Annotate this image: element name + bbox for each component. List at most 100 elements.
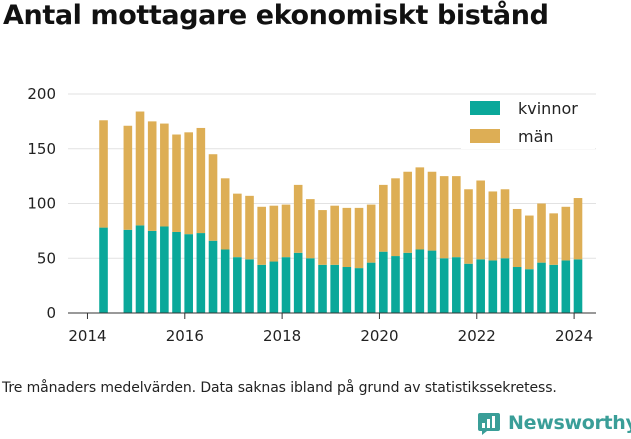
bar-man — [233, 193, 242, 258]
bar-kvinnor — [281, 257, 291, 313]
legend-label: män — [518, 127, 554, 146]
bar-kvinnor — [147, 230, 157, 313]
chart-title: Antal mottagare ekonomiskt bistånd — [3, 0, 549, 31]
bar-man — [525, 215, 534, 270]
footnote: Tre månaders medelvärden. Data saknas ib… — [2, 380, 557, 396]
bar-man — [354, 207, 364, 269]
x-tick-labels: 2014 2016 2018 2020 2022 2024 — [68, 313, 593, 345]
bar-kvinnor — [379, 251, 388, 313]
bar-kvinnor — [99, 227, 108, 313]
bar-man — [281, 204, 291, 258]
bar-kvinnor — [476, 259, 485, 313]
bar-kvinnor — [184, 234, 193, 313]
bar-kvinnor — [488, 260, 498, 313]
bar-man — [500, 189, 510, 259]
bar-man — [123, 125, 133, 230]
bar-man — [99, 120, 108, 228]
y-tick-label: 0 — [46, 304, 56, 322]
bar-kvinnor — [415, 249, 425, 313]
brand-logo: Newsworthy — [476, 408, 631, 438]
bar-kvinnor — [233, 257, 242, 313]
bar-man — [415, 167, 425, 250]
legend-swatch — [470, 101, 500, 115]
bar-man — [245, 195, 254, 260]
brand-name: Newsworthy — [508, 412, 631, 434]
bar-kvinnor — [525, 269, 534, 313]
bar-kvinnor — [500, 258, 510, 313]
bar-man — [439, 176, 449, 259]
legend: kvinnor män — [461, 96, 595, 149]
newsworthy-logo-icon — [478, 413, 500, 435]
bar-kvinnor — [342, 267, 352, 313]
bars — [99, 111, 583, 313]
bar-man — [476, 180, 485, 260]
bar-man — [135, 111, 145, 226]
bar-kvinnor — [245, 259, 254, 313]
bar-kvinnor — [366, 262, 376, 313]
bar-kvinnor — [123, 229, 133, 313]
bar-kvinnor — [172, 231, 181, 313]
bar-kvinnor — [439, 258, 449, 313]
y-tick-label: 50 — [37, 249, 56, 267]
bar-man — [160, 123, 169, 227]
y-tick-label: 150 — [27, 140, 56, 158]
bar-man — [403, 171, 412, 253]
bar-man — [330, 205, 339, 265]
bar-kvinnor — [573, 259, 583, 313]
bar-man — [342, 207, 352, 268]
bar-man — [172, 134, 181, 232]
bar-kvinnor — [160, 226, 169, 313]
bar-man — [147, 121, 157, 231]
bar-kvinnor — [427, 250, 437, 313]
bar-man — [220, 178, 230, 250]
bar-man — [196, 127, 206, 234]
bar-man — [379, 184, 388, 252]
bar-man — [464, 189, 473, 264]
bar-man — [427, 171, 437, 251]
bar-kvinnor — [318, 264, 327, 313]
bar-man — [452, 176, 461, 258]
bar-man — [512, 208, 522, 268]
bar-kvinnor — [403, 252, 412, 313]
bar-kvinnor — [269, 261, 279, 313]
bar-man — [318, 210, 327, 265]
y-tick-label: 200 — [27, 85, 56, 103]
bar-kvinnor — [391, 256, 400, 313]
bar-man — [391, 178, 400, 257]
bar-man — [269, 205, 279, 262]
x-tick-label: 2024 — [555, 327, 593, 345]
x-tick-label: 2014 — [68, 327, 106, 345]
x-tick-label: 2022 — [458, 327, 496, 345]
bar-kvinnor — [537, 262, 546, 313]
bar-kvinnor — [135, 225, 145, 313]
bar-man — [573, 198, 583, 260]
x-tick-label: 2020 — [360, 327, 398, 345]
bar-man — [293, 184, 303, 253]
bar-kvinnor — [561, 260, 571, 313]
bar-kvinnor — [257, 264, 266, 313]
bar-man — [184, 132, 193, 235]
bar-man — [549, 213, 558, 265]
bar-man — [208, 154, 218, 241]
bar-kvinnor — [196, 233, 206, 313]
bar-man — [366, 204, 376, 263]
bar-kvinnor — [306, 258, 315, 313]
x-tick-label: 2016 — [166, 327, 204, 345]
bar-kvinnor — [293, 252, 303, 313]
legend-swatch — [470, 129, 500, 143]
x-tick-label: 2018 — [263, 327, 301, 345]
bar-kvinnor — [452, 257, 461, 313]
y-tick-label: 100 — [27, 195, 56, 213]
bar-chart: 0 50 100 150 200 2014 2016 2018 2020 2022 2024 kv… — [27, 85, 596, 345]
legend-label: kvinnor — [518, 99, 578, 118]
bar-man — [561, 206, 571, 261]
y-tick-labels: 0 50 100 150 200 — [27, 85, 56, 322]
bar-kvinnor — [220, 249, 230, 313]
bar-kvinnor — [512, 267, 522, 313]
bar-man — [306, 199, 315, 259]
bar-man — [488, 191, 498, 261]
bar-kvinnor — [208, 240, 218, 313]
bar-man — [257, 206, 266, 265]
bar-kvinnor — [330, 264, 339, 313]
bar-kvinnor — [549, 264, 558, 313]
